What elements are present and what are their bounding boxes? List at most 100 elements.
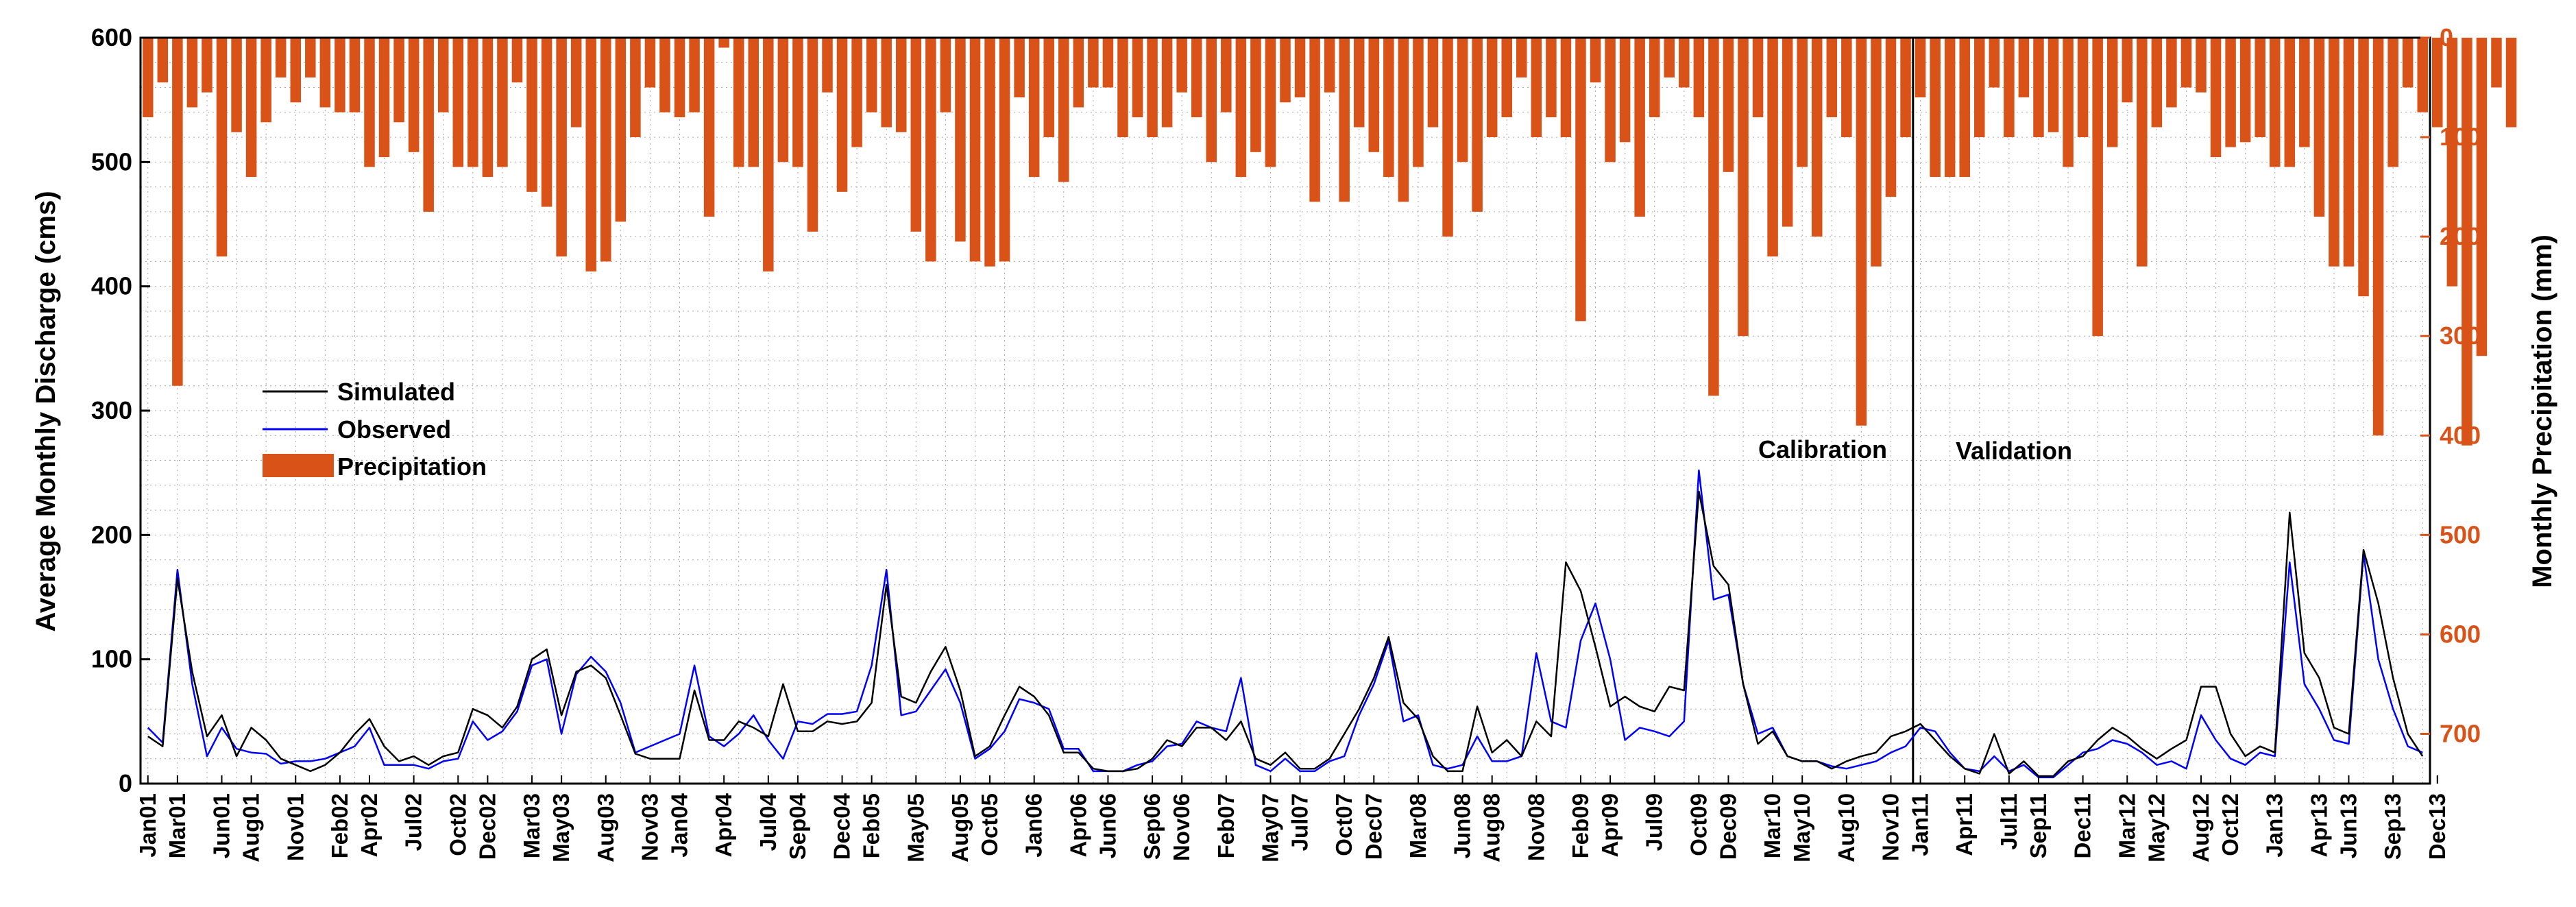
- left-axis-label: Average Monthly Discharge (cms): [31, 191, 61, 631]
- x-axis-tick-label: Dec02: [474, 793, 500, 860]
- precipitation-bar: [2505, 38, 2517, 128]
- right-axis-tick-label: 500: [2440, 520, 2481, 548]
- x-axis-tick-label: Nov06: [1169, 793, 1194, 861]
- precipitation-bar: [1797, 38, 1808, 167]
- precipitation-bar: [2166, 38, 2177, 108]
- precipitation-bar: [1649, 38, 1660, 118]
- precipitation-bar: [1353, 38, 1365, 128]
- precipitation-bar: [511, 38, 523, 83]
- precipitation-bar: [866, 38, 877, 112]
- precipitation-bar: [1235, 38, 1247, 178]
- precipitation-bar: [290, 38, 302, 103]
- precipitation-bar: [1191, 38, 1202, 118]
- precipitation-bar: [2402, 38, 2414, 88]
- precipitation-bar: [378, 38, 390, 158]
- precipitation-bar: [2284, 38, 2296, 167]
- precipitation-bar: [689, 38, 700, 112]
- precipitation-bar: [925, 38, 936, 262]
- precipitation-bar: [630, 38, 641, 138]
- x-axis-tick-label: Jan13: [2262, 793, 2287, 858]
- left-axis-tick-label: 400: [91, 272, 132, 300]
- precipitation-bar: [999, 38, 1010, 262]
- left-axis-tick-label: 200: [91, 520, 132, 548]
- left-axis-tick-label: 300: [91, 396, 132, 424]
- x-axis-tick-label: Nov01: [282, 793, 308, 861]
- precipitation-bar: [807, 38, 818, 232]
- precipitation-bar: [541, 38, 552, 207]
- precipitation-bar: [467, 38, 478, 167]
- precipitation-bar: [1028, 38, 1040, 178]
- precipitation-bar: [600, 38, 611, 262]
- precipitation-bar: [2313, 38, 2325, 217]
- x-axis-tick-label: Mar12: [2114, 793, 2139, 858]
- legend-precipitation-swatch: [263, 454, 334, 477]
- precipitation-bar: [777, 38, 789, 162]
- precipitation-bar: [2225, 38, 2236, 147]
- x-axis-tick-label: Dec13: [2425, 793, 2450, 860]
- left-axis-tick-label: 500: [91, 147, 132, 176]
- precipitation-bar: [733, 38, 744, 167]
- precipitation-bar: [910, 38, 922, 232]
- precipitation-bar: [335, 38, 345, 112]
- precipitation-bar: [482, 38, 494, 178]
- x-axis-tick-label: Jan11: [1908, 793, 1933, 856]
- x-axis-tick-label: Apr11: [1952, 793, 1977, 856]
- x-axis-tick-label: May12: [2143, 793, 2169, 862]
- precipitation-bar: [1058, 38, 1069, 182]
- x-axis-tick-label: Apr06: [1065, 793, 1091, 858]
- precipitation-bar: [452, 38, 464, 167]
- precipitation-bar: [1339, 38, 1350, 202]
- left-axis-tick-label: 600: [91, 23, 132, 51]
- precipitation-bar: [2446, 38, 2458, 287]
- precipitation-bar: [1546, 38, 1557, 118]
- precipitation-bar: [1147, 38, 1158, 138]
- precipitation-bar: [2329, 38, 2340, 267]
- precipitation-bar: [1383, 38, 1394, 178]
- precipitation-bar: [1221, 38, 1232, 112]
- x-axis-tick-label: Sep11: [2026, 793, 2051, 858]
- precipitation-bar: [2239, 38, 2251, 143]
- precipitation-bar: [1014, 38, 1025, 98]
- precipitation-bar: [1590, 38, 1601, 83]
- x-axis-tick-label: Jun08: [1450, 793, 1475, 858]
- x-axis-tick-label: Sep06: [1139, 793, 1165, 860]
- precipitation-bar: [1619, 38, 1631, 143]
- x-axis-tick-label: Nov03: [637, 793, 662, 861]
- x-axis-tick-label: Dec09: [1716, 793, 1741, 860]
- precipitation-bar: [2255, 38, 2265, 138]
- x-axis-tick-label: Oct12: [2217, 793, 2243, 856]
- precipitation-bar: [143, 38, 154, 118]
- x-axis-tick-label: May10: [1789, 793, 1814, 862]
- precipitation-bar: [2033, 38, 2044, 138]
- precipitation-bar: [1486, 38, 1498, 138]
- x-axis-tick-label: Nov08: [1523, 793, 1548, 861]
- precipitation-bars: [143, 38, 2517, 446]
- precipitation-bar: [1206, 38, 1217, 162]
- x-axis-tick-label: May05: [903, 793, 928, 862]
- precipitation-bar: [260, 38, 271, 123]
- precipitation-bar: [556, 38, 567, 257]
- x-axis-tick-label: Dec11: [2070, 793, 2095, 858]
- x-axis-tick-label: Feb02: [327, 793, 352, 858]
- right-axis-tick-label: 100: [2440, 123, 2481, 151]
- x-axis-tick-label: Aug01: [239, 793, 264, 862]
- precipitation-bar: [718, 38, 729, 48]
- precipitation-bar: [1368, 38, 1380, 152]
- x-axis-tick-label: Jan04: [667, 793, 692, 857]
- precipitation-bar: [2417, 38, 2428, 112]
- precipitation-bar: [1974, 38, 1985, 138]
- precipitation-bar: [984, 38, 995, 267]
- x-axis-tick-label: Jul04: [755, 793, 781, 851]
- x-axis-tick-label: Aug03: [593, 793, 618, 862]
- precipitation-bar: [1708, 38, 1719, 396]
- left-axis-tick-label: 0: [119, 769, 132, 797]
- precipitation-bar: [763, 38, 774, 271]
- precipitation-bar: [822, 38, 833, 93]
- precipitation-bar: [2299, 38, 2310, 147]
- x-axis-tick-label: Mar03: [519, 793, 544, 858]
- precipitation-bar: [1634, 38, 1645, 217]
- right-axis-label: Monthly Precipitation (mm): [2527, 234, 2557, 588]
- x-axis-tick-label: Aug05: [947, 793, 973, 862]
- precipitation-bar: [836, 38, 848, 192]
- precipitation-bar: [408, 38, 420, 152]
